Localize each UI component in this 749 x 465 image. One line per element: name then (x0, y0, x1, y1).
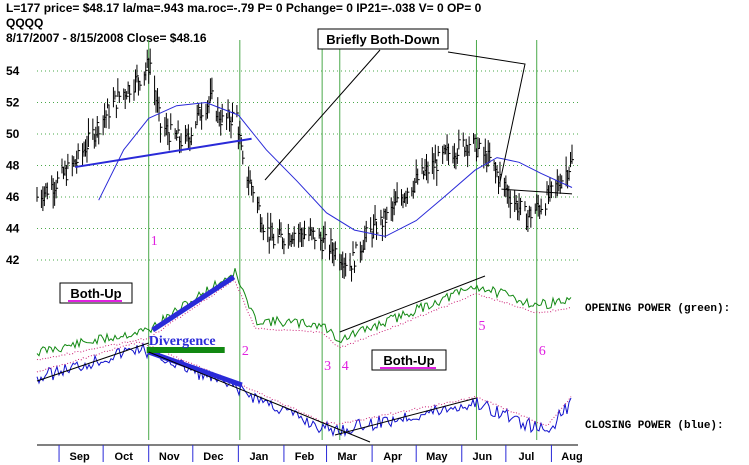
month-tick-label: Mar (337, 451, 357, 463)
divergence-label: Divergence (149, 334, 216, 349)
signal-number: 5 (478, 319, 485, 334)
y-tick-label: 50 (6, 127, 20, 141)
y-tick-label: 44 (6, 222, 20, 236)
closing-power-downtrend (148, 351, 371, 443)
both-up-left-box (59, 282, 133, 304)
closing-power-line (36, 342, 572, 438)
both-up-right-box (371, 349, 447, 371)
briefly-connector-left (264, 49, 381, 181)
power-lines (36, 268, 572, 438)
closing-power-uptrend (334, 397, 477, 436)
signal-number: 3 (324, 359, 331, 374)
y-tick-label: 48 (6, 159, 20, 173)
resistance-line (501, 188, 573, 195)
briefly-both-down-box (317, 28, 449, 50)
y-tick-label: 42 (6, 253, 20, 267)
month-tick-label: Oct (115, 451, 134, 463)
annotations: 1 2 3 4 5 6 Divergence Briefly Both-Down Both-Up… (36, 28, 730, 443)
divergence-down-arrow (147, 349, 243, 388)
signal-number: 1 (151, 234, 158, 249)
divergence-bar (146, 347, 225, 353)
closing-power-label: CLOSING POWER (blue): (585, 420, 724, 432)
opening-power-ma (36, 280, 572, 361)
month-axis: Sep Oct Nov Dec Jan Feb Mar Apr May Jun Jul Aug (37, 444, 583, 463)
y-tick-label: 52 (6, 96, 20, 110)
both-up-right-label: Both-Up (383, 353, 434, 368)
month-tick-label: Apr (383, 451, 403, 463)
signal-lines (148, 40, 538, 440)
opening-power-uptrend (339, 275, 486, 333)
signal-number: 2 (242, 344, 249, 359)
moving-average-line (98, 101, 573, 237)
signal-number: 6 (539, 344, 546, 359)
month-tick-label: Jan (249, 451, 268, 463)
opening-power-label: OPENING POWER (green): (585, 303, 730, 315)
divergence-up-arrow (151, 274, 236, 333)
y-axis-ticks: 42 44 46 48 50 52 54 (6, 64, 20, 267)
closing-power-ma (36, 341, 572, 427)
price-bars (36, 48, 574, 282)
month-tick-label: Aug (561, 451, 582, 463)
y-tick-label: 46 (6, 190, 20, 204)
month-tick-label: Jul (518, 451, 534, 463)
y-tick-label: 54 (6, 64, 20, 78)
month-tick-label: Jun (473, 451, 493, 463)
support-trendline (75, 137, 252, 169)
both-up-left-label: Both-Up (70, 286, 121, 301)
month-tick-label: May (426, 451, 448, 463)
opening-power-line (36, 268, 572, 357)
briefly-connector-right (447, 51, 526, 183)
trendlines (75, 137, 573, 195)
month-tick-label: Sep (70, 451, 90, 463)
month-tick-label: Feb (295, 451, 315, 463)
signal-number: 4 (342, 359, 349, 374)
stats-line: L=177 price= $48.17 la/ma=.943 ma.roc=-.… (6, 1, 482, 15)
month-tick-label: Nov (159, 451, 181, 463)
date-range-close: 8/17/2007 - 8/15/2008 Close= $48.16 (6, 31, 207, 45)
month-tick-label: Dec (203, 451, 223, 463)
briefly-both-down-label: Briefly Both-Down (326, 32, 439, 47)
ticker-label: QQQQ (6, 16, 44, 30)
closing-power-trendline (36, 342, 149, 382)
